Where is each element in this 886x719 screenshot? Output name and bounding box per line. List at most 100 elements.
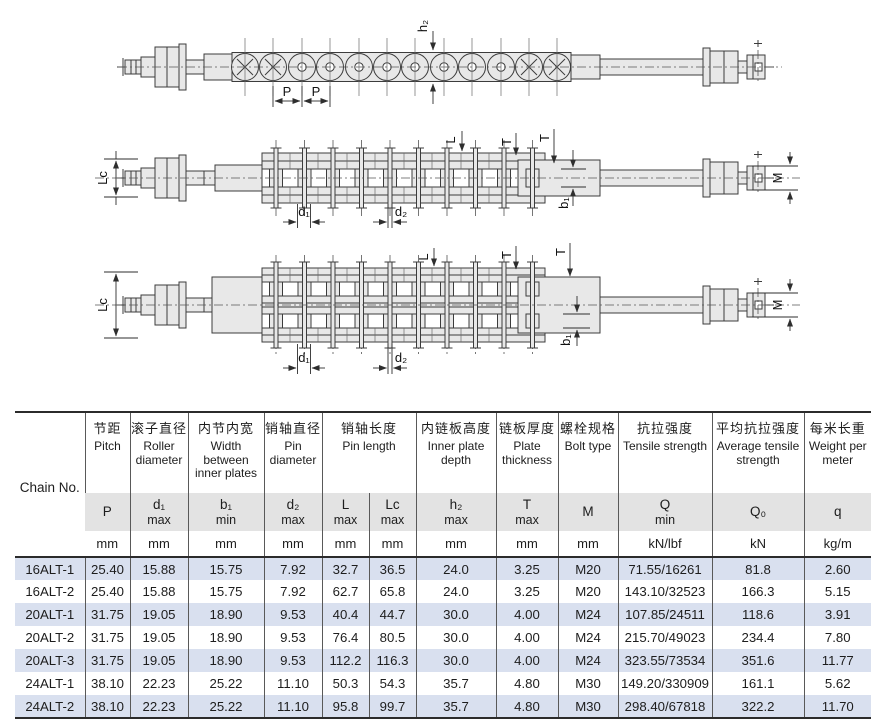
col-header-pin-length: 销轴长度 Pin length: [321, 411, 417, 493]
value-cell: 351.6: [711, 649, 805, 672]
dim-label-p2: P: [312, 84, 321, 99]
corner-header-chain-no: Chain No.: [15, 411, 85, 558]
symbol-p: P: [85, 493, 130, 531]
value-cell: 38.10: [84, 672, 130, 695]
dim-lc: Lc: [95, 151, 138, 205]
value-cell: 323.55/73534: [617, 649, 713, 672]
value-cell: 3.91: [803, 603, 872, 626]
plate-strips: [261, 267, 546, 343]
header-units-row: mm mm mm mm mm mm mm mm mm kN/lbf kN kg/…: [15, 531, 872, 558]
value-cell: 35.7: [415, 672, 497, 695]
value-cell: 107.85/24511: [617, 603, 713, 626]
dim-b1: b₁: [558, 296, 590, 346]
unit-cell: mm: [415, 531, 497, 558]
dim-label-d2: d₂: [395, 350, 407, 365]
symbol-m: M: [557, 493, 619, 531]
value-cell: 31.75: [84, 603, 130, 626]
table-row: 20ALT-1 31.75 19.05 18.90 9.53 40.4 44.7 30.0 4.…: [15, 603, 872, 626]
value-cell: 2.60: [803, 557, 872, 580]
value-cell: 95.8: [321, 695, 369, 719]
col-header-tensile-strength: 抗拉强度 Tensile strength: [617, 411, 713, 493]
single-strand-plan-diagram: Lc L T T b₁ M: [95, 129, 800, 228]
dim-label-b1: b₁: [556, 197, 571, 209]
dim-label-b1: b₁: [558, 334, 573, 346]
table-row: 16ALT-2 25.40 15.88 15.75 7.92 62.7 65.8 24.0 3.…: [15, 580, 872, 603]
dim-label-l: L: [416, 253, 431, 260]
value-cell: 11.77: [803, 649, 872, 672]
symbol-lc: Lc max: [368, 493, 417, 531]
value-cell: M24: [557, 603, 619, 626]
value-cell: 7.92: [263, 580, 322, 603]
dim-lc: Lc: [95, 271, 138, 339]
value-cell: 7.80: [803, 626, 872, 649]
value-cell: M24: [557, 649, 619, 672]
value-cell: 5.15: [803, 580, 872, 603]
unit-cell: mm: [495, 531, 559, 558]
value-cell: 7.92: [263, 557, 322, 580]
value-cell: 76.4: [321, 626, 369, 649]
value-cell: 143.10/32523: [617, 580, 713, 603]
value-cell: 36.5: [368, 557, 417, 580]
chain-no-cell: 20ALT-3: [25, 653, 75, 668]
value-cell: 166.3: [711, 580, 805, 603]
value-cell: 9.53: [263, 626, 322, 649]
dim-label-d1: d₁: [298, 204, 310, 219]
dim-label-t1: T: [499, 138, 514, 146]
value-cell: 81.8: [711, 557, 805, 580]
symbol-d1: d₁ max: [129, 493, 188, 531]
dim-label-d1: d₁: [298, 350, 310, 365]
dim-label-h2: h₂: [415, 20, 430, 32]
chain-no-cell: 20ALT-1: [25, 607, 75, 622]
value-cell: 118.6: [711, 603, 805, 626]
value-cell: 32.7: [321, 557, 369, 580]
col-header-roller-diameter: 滚子直径 Roller diameter: [129, 411, 188, 493]
unit-cell: mm: [263, 531, 322, 558]
unit-cell: mm: [187, 531, 264, 558]
value-cell: 112.2: [321, 649, 369, 672]
value-cell: 9.53: [263, 603, 322, 626]
unit-cell: mm: [557, 531, 619, 558]
spec-table-body: 16ALT-1 25.40 15.88 15.75 7.92 32.7 36.5 24.0 3.…: [15, 557, 872, 719]
dim-label-lc: Lc: [95, 298, 110, 312]
unit-cell: kN/lbf: [617, 531, 713, 558]
value-cell: 15.88: [129, 580, 188, 603]
dim-label-t2: T: [553, 248, 568, 256]
chain-side-view-diagram: h₂ P P: [116, 20, 782, 107]
value-cell: 50.3: [321, 672, 369, 695]
value-cell: 71.55/16261: [617, 557, 713, 580]
dim-l: L: [443, 131, 465, 152]
col-header-pitch: 节距 Pitch: [84, 411, 130, 493]
dim-m: M: [752, 152, 798, 204]
value-cell: 25.22: [187, 672, 264, 695]
symbol-h2: h₂ max: [415, 493, 497, 531]
dim-label-l: L: [443, 136, 458, 143]
dim-t2: T: [537, 129, 557, 164]
dim-d2: d₂: [373, 204, 407, 228]
right-bolt-assembly: [702, 39, 775, 87]
chain-diagrams: h₂ P P: [95, 20, 800, 374]
value-cell: 234.4: [711, 626, 805, 649]
dim-label-t1: T: [499, 251, 514, 259]
col-header-width-between-inner-plates: 内节内宽 Width between inner plates: [187, 411, 264, 493]
symbol-d2: d₂ max: [263, 493, 322, 531]
value-cell: 11.70: [803, 695, 872, 719]
value-cell: 99.7: [368, 695, 417, 719]
value-cell: 4.00: [495, 626, 559, 649]
dim-l: L: [416, 248, 437, 267]
value-cell: 24.0: [415, 557, 497, 580]
value-cell: 62.7: [321, 580, 369, 603]
value-cell: 19.05: [129, 626, 188, 649]
value-cell: 15.75: [187, 557, 264, 580]
dim-d1: d₁: [283, 204, 325, 228]
value-cell: 149.20/330909: [617, 672, 713, 695]
col-header-plate-thickness: 链板厚度 Plate thickness: [495, 411, 559, 493]
value-cell: 31.75: [84, 626, 130, 649]
value-cell: 40.4: [321, 603, 369, 626]
dim-d1: d₁: [283, 344, 325, 374]
value-cell: 30.0: [415, 649, 497, 672]
value-cell: 11.10: [263, 695, 322, 719]
value-cell: 298.40/67818: [617, 695, 713, 719]
value-cell: 25.40: [84, 580, 130, 603]
